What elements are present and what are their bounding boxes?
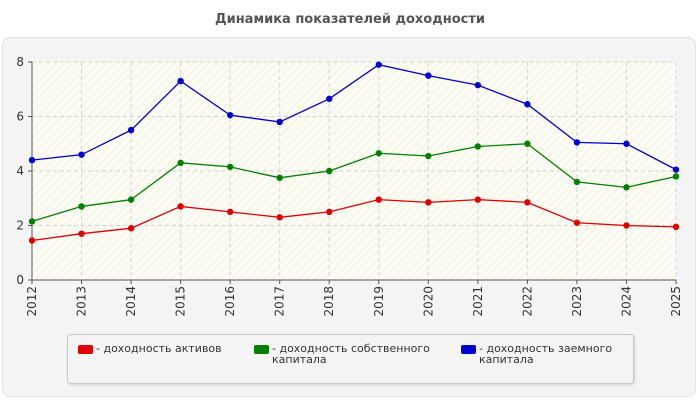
data-point-0-5 bbox=[276, 214, 283, 221]
legend-label-assets: - доходность активов bbox=[96, 342, 222, 355]
data-point-2-1 bbox=[78, 151, 85, 158]
data-point-2-6 bbox=[326, 95, 333, 102]
data-point-0-6 bbox=[326, 208, 333, 216]
data-point-0-4 bbox=[226, 208, 234, 216]
legend-item-assets: - доходность активов bbox=[78, 343, 261, 354]
legend-item-debt: - доходность заемного капитала bbox=[461, 343, 634, 365]
data-point-1-6 bbox=[326, 167, 333, 175]
legend: - доходность активов - доходность собств… bbox=[67, 334, 634, 384]
x-tick-label: 2014 bbox=[124, 286, 138, 317]
y-tick-label: 0 bbox=[16, 273, 24, 287]
legend-label-equity: - доходность собственного капитала bbox=[272, 342, 430, 366]
data-point-0-0 bbox=[28, 237, 36, 244]
data-point-1-3 bbox=[177, 159, 184, 167]
data-point-1-7 bbox=[375, 150, 382, 157]
data-point-2-7 bbox=[375, 61, 382, 68]
x-tick-label: 2022 bbox=[520, 286, 534, 317]
data-point-0-11 bbox=[573, 219, 581, 226]
chart-title: Динамика показателей доходности bbox=[215, 12, 485, 27]
data-point-2-2 bbox=[127, 126, 135, 134]
series-line-1 bbox=[31, 143, 677, 223]
data-point-0-10 bbox=[524, 199, 531, 206]
x-tick-label: 2025 bbox=[669, 286, 683, 317]
x-tick-labels: 2012 2013 2014 2015 2016 2017 2018 2019 2020 2021… bbox=[25, 286, 683, 317]
data-point-2-10 bbox=[524, 101, 531, 108]
x-tick-label: 2017 bbox=[273, 286, 287, 317]
data-point-0-9 bbox=[474, 196, 482, 203]
x-tick-label: 2016 bbox=[223, 286, 237, 317]
y-tick-labels: 0 2 4 6 8 bbox=[16, 55, 24, 287]
data-point-2-9 bbox=[474, 81, 482, 89]
data-point-0-2 bbox=[127, 225, 135, 232]
legend-label-debt: - доходность заемного капитала bbox=[479, 342, 613, 366]
data-point-0-13 bbox=[672, 223, 680, 231]
data-point-1-9 bbox=[474, 143, 482, 150]
grid-lines bbox=[32, 61, 677, 280]
data-point-1-4 bbox=[226, 163, 234, 171]
data-point-2-5 bbox=[276, 118, 283, 126]
y-tick-label: 8 bbox=[16, 55, 24, 69]
data-point-0-3 bbox=[177, 203, 184, 210]
legend-item-equity: - доходность собственного капитала bbox=[254, 343, 447, 365]
data-point-0-1 bbox=[78, 230, 85, 237]
data-point-1-12 bbox=[623, 184, 630, 191]
data-point-1-1 bbox=[78, 203, 85, 210]
data-point-2-11 bbox=[573, 139, 581, 146]
data-point-1-10 bbox=[524, 140, 531, 147]
y-tick-label: 2 bbox=[16, 219, 24, 233]
data-point-1-5 bbox=[276, 174, 283, 182]
data-point-0-8 bbox=[425, 199, 432, 206]
legend-swatch-assets bbox=[78, 345, 93, 354]
data-point-1-11 bbox=[573, 178, 581, 186]
data-point-2-3 bbox=[177, 77, 184, 85]
x-tick-label: 2023 bbox=[570, 286, 584, 317]
x-tick-label: 2024 bbox=[619, 286, 633, 317]
data-point-2-0 bbox=[28, 156, 36, 164]
data-point-1-8 bbox=[425, 152, 432, 160]
legend-swatch-equity bbox=[254, 345, 269, 354]
series-line-0 bbox=[31, 198, 677, 242]
series-line-2 bbox=[31, 64, 677, 171]
series-group bbox=[28, 61, 680, 244]
y-tick-label: 4 bbox=[16, 164, 24, 178]
x-tick-label: 2020 bbox=[421, 286, 435, 317]
data-point-1-0 bbox=[28, 218, 36, 225]
data-point-2-4 bbox=[226, 111, 234, 119]
y-tick-label: 6 bbox=[16, 110, 24, 124]
data-point-1-13 bbox=[672, 173, 680, 180]
data-point-2-13 bbox=[672, 166, 680, 173]
x-tick-label: 2018 bbox=[322, 286, 336, 317]
data-point-2-8 bbox=[425, 72, 432, 79]
x-tick-label: 2015 bbox=[174, 286, 188, 317]
data-point-0-12 bbox=[623, 222, 630, 229]
legend-swatch-debt bbox=[461, 345, 476, 354]
data-point-2-12 bbox=[623, 140, 630, 147]
x-tick-label: 2012 bbox=[25, 286, 39, 317]
x-tick-label: 2019 bbox=[372, 286, 386, 317]
x-tick-label: 2013 bbox=[75, 286, 89, 317]
data-point-1-2 bbox=[127, 196, 135, 203]
x-tick-label: 2021 bbox=[471, 286, 485, 317]
data-point-0-7 bbox=[375, 196, 382, 203]
